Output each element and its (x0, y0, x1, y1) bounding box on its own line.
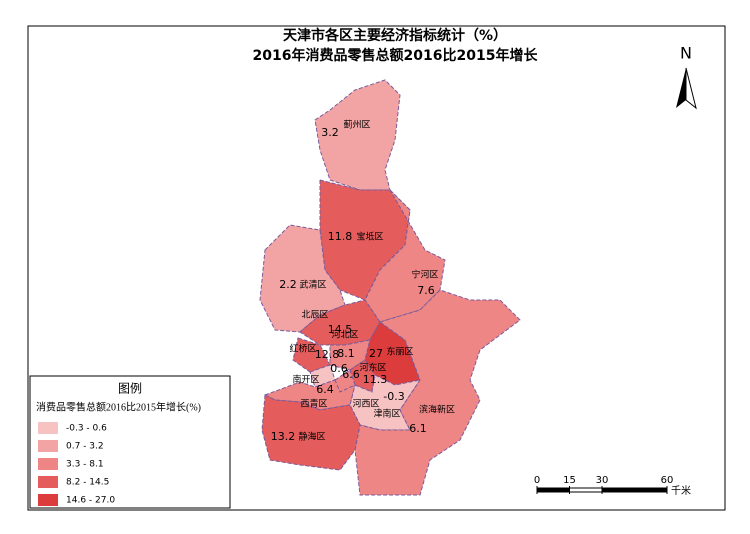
district-value: 6.6 (342, 368, 360, 381)
district-value: -0.3 (383, 390, 404, 403)
legend-title: 图例 (118, 382, 142, 396)
legend-label: 3.3 - 8.1 (66, 460, 104, 470)
district-name: 东丽区 (386, 346, 413, 358)
district-name: 河东区 (359, 362, 386, 374)
district-name: 津南区 (373, 408, 400, 420)
district-name: 静海区 (298, 431, 325, 443)
scale-tick-label: 60 (661, 475, 674, 486)
legend-label: 14.6 - 27.0 (66, 496, 115, 506)
district-value: 7.6 (417, 284, 435, 297)
district-value: 3.2 (321, 126, 339, 139)
district-value: 8.1 (337, 347, 355, 360)
district-value: 12.8 (315, 348, 340, 361)
district-value: 13.2 (271, 430, 296, 443)
legend-swatch (38, 440, 58, 452)
district-name: 西青区 (300, 398, 327, 410)
district-value: 0.6 (330, 362, 348, 375)
district-value: 6.1 (409, 422, 427, 435)
legend-subtitle: 消费品零售总额2016比2015年增长(%) (36, 400, 201, 413)
district-name: 河西区 (352, 398, 379, 410)
legend-swatch (38, 422, 58, 434)
district-area (354, 289, 521, 496)
scale-segment (569, 487, 603, 493)
legend: 图例 消费品零售总额2016比2015年增长(%) -0.3 - 0.6 0.7 … (29, 375, 231, 509)
scale-tick-label: 30 (596, 475, 609, 486)
district-area (299, 299, 381, 346)
scale-unit: 千米 (671, 484, 691, 497)
legend-box (29, 375, 231, 509)
district-name: 宝坻区 (356, 231, 383, 243)
regions (259, 79, 521, 496)
arrow-right (685, 67, 697, 110)
district-name: 滨海新区 (419, 404, 455, 416)
legend-label: -0.3 - 0.6 (66, 424, 107, 434)
legend-label: 8.2 - 14.5 (66, 478, 109, 488)
scale-tick-label: 15 (563, 475, 576, 486)
scale-tick-label: 0 (534, 475, 540, 486)
north-arrow: N (676, 44, 697, 110)
legend-swatch (38, 458, 58, 470)
district-name: 蓟州区 (343, 119, 370, 131)
district-name: 南开区 (292, 374, 319, 386)
district-area (261, 394, 361, 471)
scale-segment (601, 487, 668, 493)
district-value: 6.4 (316, 383, 334, 396)
north-label: N (680, 44, 692, 63)
scale-segment (536, 487, 570, 493)
district-value: 14.5 (328, 323, 353, 336)
title: 天津市各区主要经济指标统计（%） (283, 27, 507, 44)
district-area (314, 79, 401, 191)
district-value: 11.8 (328, 230, 353, 243)
subtitle: 2016年消费品零售总额2016比2015年增长 (253, 47, 539, 64)
district-name: 河北区 (331, 329, 358, 341)
district-name: 宁河区 (411, 269, 438, 281)
district-name: 北辰区 (301, 310, 328, 321)
legend-swatch (38, 494, 58, 506)
district-value: 2.2 (279, 278, 297, 291)
district-value: 11.3 (363, 373, 388, 386)
district-name: 红桥区 (289, 343, 316, 355)
arrow-left (676, 68, 686, 108)
legend-label: 0.7 - 3.2 (66, 442, 104, 452)
district-value: 27 (369, 347, 383, 360)
district-name: 武清区 (299, 279, 326, 291)
legend-swatch (38, 476, 58, 488)
